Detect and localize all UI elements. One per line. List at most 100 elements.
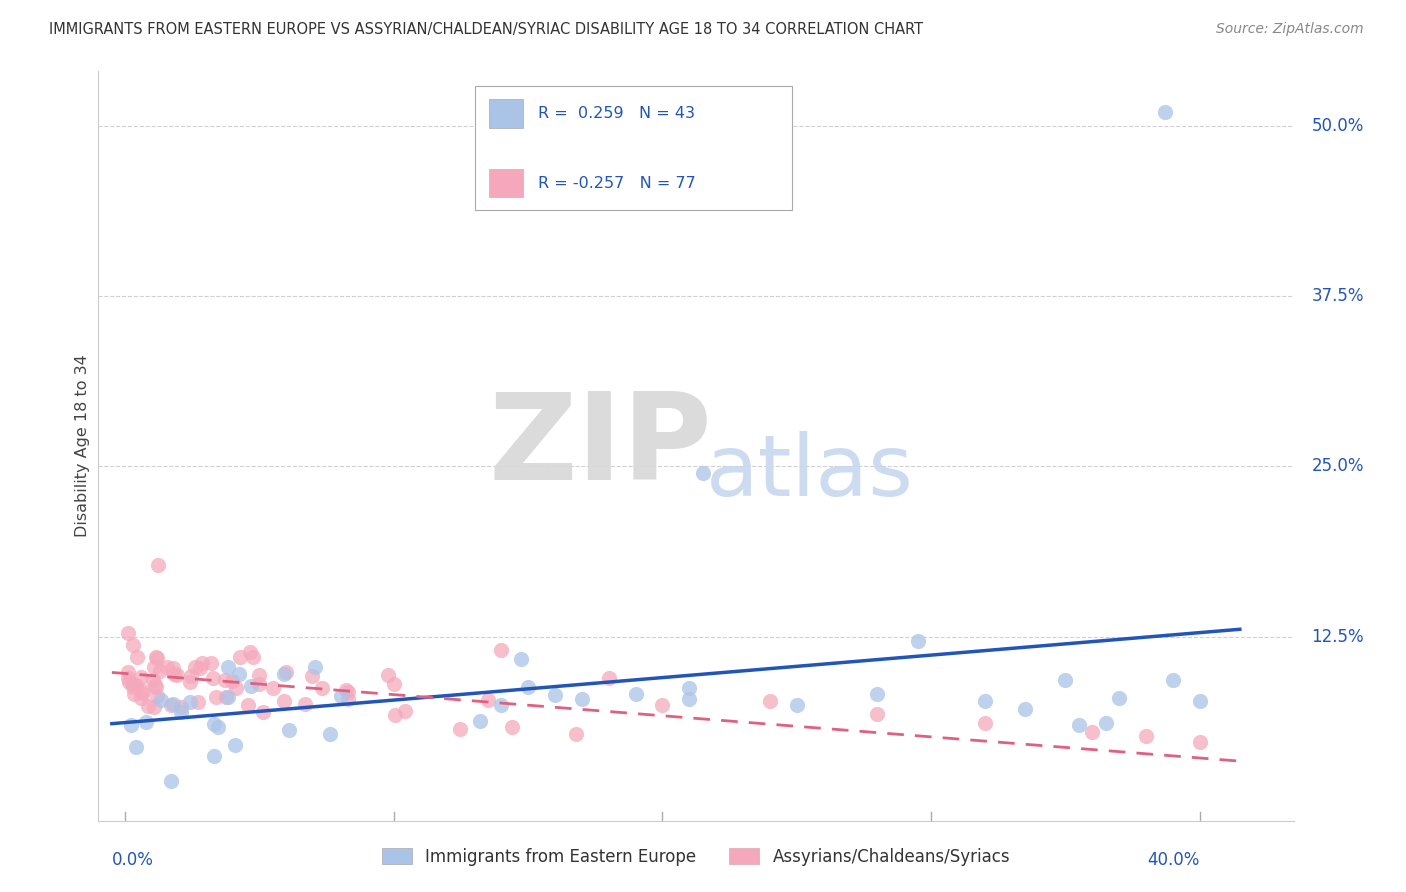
Point [1067,718,1090,732]
Point [190,656,212,670]
Point [294,697,316,711]
Point [239,680,262,694]
Point [517,680,540,694]
Point [311,681,333,696]
Point [117,665,139,679]
Point [214,673,236,687]
Point [335,683,357,698]
Point [179,695,201,709]
Point [215,690,238,705]
Point [477,693,499,707]
Point [117,626,139,640]
Point [180,669,202,683]
Point [217,660,239,674]
Point [145,677,167,691]
Text: 37.5%: 37.5% [1312,287,1364,305]
Text: R = -0.257   N = 77: R = -0.257 N = 77 [537,176,696,191]
Point [122,681,145,695]
Point [236,698,259,713]
Point [571,692,593,706]
Point [678,692,700,706]
Point [242,650,264,665]
Point [202,717,225,731]
Point [1135,729,1157,743]
Point [384,708,406,723]
Text: 25.0%: 25.0% [1312,458,1364,475]
Point [509,652,531,666]
Point [149,665,172,679]
Point [1081,725,1104,739]
Point [866,707,889,722]
Point [145,689,167,703]
Point [239,645,262,659]
Point [491,698,513,712]
Text: 50.0%: 50.0% [1312,117,1364,135]
Point [201,671,224,685]
Point [146,558,169,572]
Text: 40.0%: 40.0% [1147,851,1199,869]
Point [598,671,620,685]
Point [678,681,700,695]
Text: atlas: atlas [706,431,914,514]
Point [163,666,186,681]
Point [247,668,270,682]
Point [1094,715,1116,730]
Point [866,687,889,701]
Bar [489,99,523,128]
Point [394,705,416,719]
Point [651,698,673,712]
Point [170,700,193,714]
Point [125,678,148,692]
Point [1054,673,1077,688]
Point [145,680,167,694]
Text: ZIP: ZIP [488,387,713,505]
Point [1161,673,1184,688]
Point [262,681,284,696]
Point [188,661,211,675]
Point [184,660,207,674]
Point [118,675,141,690]
Point [200,656,222,670]
Point [304,660,326,674]
Point [1014,702,1036,716]
Point [277,723,299,737]
Point [117,671,139,685]
Point [221,673,243,688]
Point [127,649,149,664]
Point [129,670,152,684]
Point [122,687,145,701]
Point [247,677,270,691]
Point [274,665,297,680]
Point [624,687,647,701]
Point [252,705,274,719]
Point [1108,691,1130,706]
Point [468,714,491,728]
Point [120,717,142,731]
Point [135,714,157,729]
Point [301,669,323,683]
Point [170,705,193,719]
Point [336,685,359,699]
Point [491,643,513,657]
Point [129,691,152,706]
Point [125,740,148,755]
Point [1153,105,1175,120]
Point [449,722,471,736]
Y-axis label: Disability Age 18 to 34: Disability Age 18 to 34 [75,355,90,537]
Point [179,674,201,689]
Point [162,697,184,711]
Legend: Immigrants from Eastern Europe, Assyrians/Chaldeans/Syriacs: Immigrants from Eastern Europe, Assyrian… [375,841,1017,872]
Text: 0.0%: 0.0% [112,851,153,869]
Point [149,693,172,707]
Point [225,681,247,695]
Point [136,699,159,714]
Point [228,667,250,681]
Point [187,695,209,709]
Point [166,667,188,681]
Point [382,677,405,691]
Point [692,467,714,481]
Point [973,715,995,730]
Text: IMMIGRANTS FROM EASTERN EUROPE VS ASSYRIAN/CHALDEAN/SYRIAC DISABILITY AGE 18 TO : IMMIGRANTS FROM EASTERN EUROPE VS ASSYRI… [49,22,924,37]
Point [207,720,229,734]
Point [160,774,183,789]
